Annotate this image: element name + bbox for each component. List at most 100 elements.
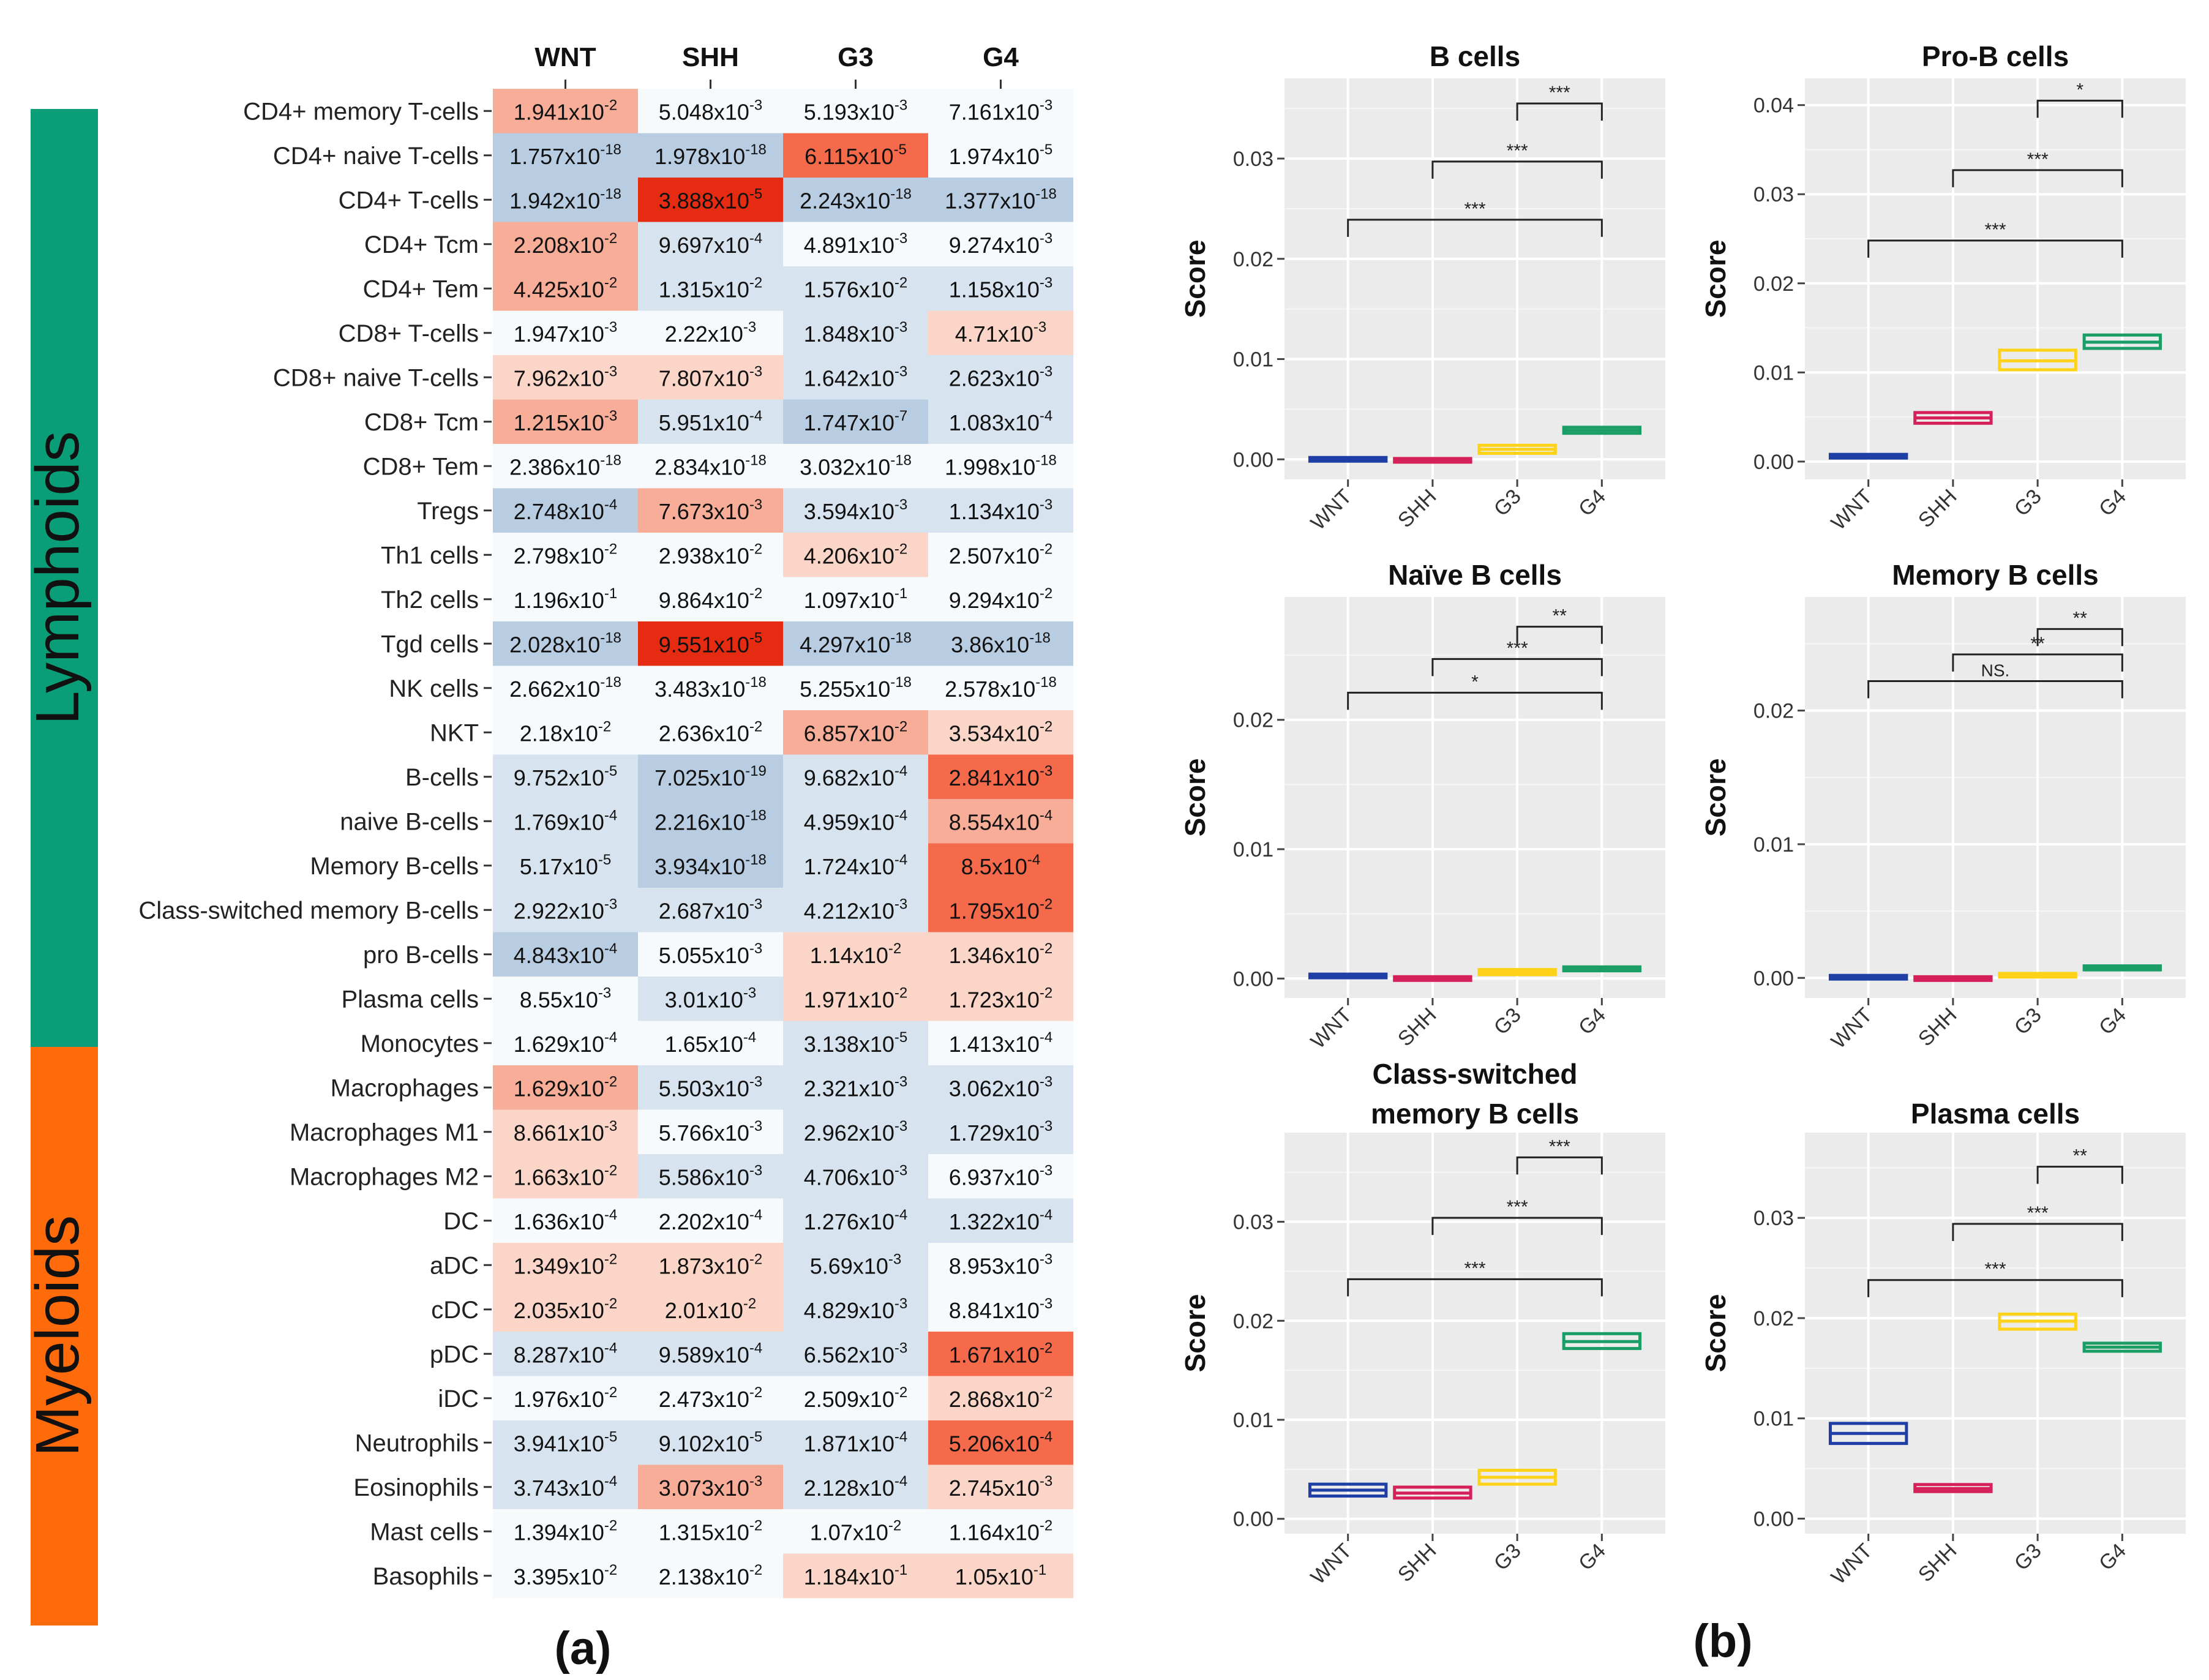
heatmap-cell: [928, 932, 1073, 977]
heatmap-cell-value: 4.959x10-4: [804, 807, 907, 834]
heatmap-cell: [638, 1198, 783, 1243]
row-label-macrophages-m1: Macrophages M1: [290, 1119, 479, 1146]
heatmap-cell: [783, 1553, 928, 1599]
y-tick-label: 0.01: [1233, 348, 1273, 372]
heatmap-cell-value: 8.5x10-4: [961, 852, 1040, 879]
heatmap-cell: [783, 1154, 928, 1199]
heatmap-cell: [493, 266, 638, 311]
x-tick-label-g3: G3: [2010, 1003, 2046, 1040]
heatmap-cell: [493, 488, 638, 533]
myeloids-group-bar: [31, 1047, 98, 1626]
significance-label: ***: [2027, 149, 2049, 170]
heatmap-cell: [638, 1553, 783, 1599]
panel-a-label: (a): [555, 1622, 612, 1674]
heatmap-cell: [928, 799, 1073, 844]
x-tick-label-shh: SHH: [1914, 1003, 1962, 1051]
x-tick-label-g3: G3: [1490, 1539, 1526, 1575]
heatmap-cell-value: 3.138x10-5: [804, 1029, 907, 1057]
heatmap-cell-value: 2.748x10-4: [514, 497, 617, 524]
heatmap-cell-value: 4.212x10-3: [804, 896, 907, 923]
boxplot-class-switched-memory-b-cells: Class-switched memory B cells 0.00 0.01 0.02…: [1179, 1058, 1665, 1589]
heatmap-cell: [928, 1198, 1073, 1243]
heatmap-cell: [638, 89, 783, 133]
heatmap-cell-value: 2.578x10-18: [945, 674, 1057, 702]
y-tick-label: 0.02: [1753, 700, 1794, 723]
heatmap-cell: [638, 355, 783, 400]
significance-bracket: [1347, 1278, 1603, 1297]
heatmap-cell: [928, 444, 1073, 489]
heatmap-cell-value: 5.206x10-4: [949, 1428, 1052, 1456]
y-tick-label: 0.04: [1753, 94, 1794, 118]
x-tick-label-g3: G3: [2010, 485, 2046, 521]
row-label-cd8-tem: CD8+ Tem: [363, 453, 479, 480]
significance-bracket: [2036, 628, 2123, 647]
x-tick-label-g3: G3: [1490, 1003, 1526, 1040]
heatmap-cell: [638, 1287, 783, 1332]
heatmap-cell-value: 1.07x10-2: [810, 1517, 901, 1545]
x-tick-label-wnt: WNT: [1307, 485, 1357, 535]
row-label-memory-b-cells: Memory B-cells: [310, 853, 479, 880]
heatmap-cell-value: 1.795x10-2: [949, 896, 1052, 923]
plot-title: Naïve B cells: [1388, 559, 1562, 591]
significance-label: ***: [1549, 83, 1570, 103]
heatmap-cell: [928, 178, 1073, 222]
y-tick-label: 0.03: [1753, 183, 1794, 206]
heatmap-cell-value: 5.951x10-4: [659, 408, 762, 435]
x-tick-label-shh: SHH: [1914, 1539, 1962, 1587]
heatmap-cell: [928, 577, 1073, 622]
heatmap-cell: [638, 621, 783, 666]
heatmap-cell-value: 3.86x10-18: [951, 629, 1051, 657]
y-tick-label: 0.03: [1753, 1207, 1794, 1230]
y-tick-label: 0.00: [1753, 1507, 1794, 1531]
heatmap-cell-value: 1.769x10-4: [514, 807, 617, 834]
heatmap-cell: [928, 977, 1073, 1021]
significance-label: NS.: [1981, 661, 2010, 680]
heatmap-cell-value: 3.395x10-2: [514, 1562, 617, 1589]
heatmap-cell: [928, 355, 1073, 400]
heatmap-cell: [493, 1287, 638, 1332]
heatmap-cell-value: 9.752x10-5: [514, 763, 617, 790]
heatmap-cell: [783, 1376, 928, 1421]
heatmap-cell: [493, 843, 638, 888]
heatmap-cell-value: 3.01x10-3: [665, 984, 756, 1012]
plot-background: [1805, 1133, 2186, 1534]
heatmap-cell: [638, 1509, 783, 1554]
heatmap-cell-value: 1.642x10-3: [804, 363, 907, 391]
significance-label: ***: [1507, 1197, 1528, 1217]
heatmap-cell: [783, 888, 928, 932]
heatmap-cell: [638, 666, 783, 711]
heatmap-cell: [493, 533, 638, 577]
heatmap-cell-value: 2.202x10-4: [659, 1207, 762, 1234]
heatmap-cell: [928, 1154, 1073, 1199]
significance-bracket: [1867, 1279, 2123, 1297]
heatmap-cell-value: 1.942x10-18: [509, 186, 621, 213]
heatmap-cell: [493, 1198, 638, 1243]
significance-bracket: [1867, 239, 2123, 258]
heatmap-cell: [928, 1065, 1073, 1110]
heatmap-cell-value: 2.035x10-2: [514, 1296, 617, 1323]
heatmap-cell-value: 7.161x10-3: [949, 97, 1052, 124]
heatmap-cell: [928, 89, 1073, 133]
heatmap-cell-value: 4.71x10-3: [955, 319, 1046, 347]
heatmap-cell: [928, 1332, 1073, 1376]
plot-title: Pro-B cells: [1922, 40, 2069, 72]
heatmap-cell: [493, 1420, 638, 1465]
heatmap-cell: [638, 843, 783, 888]
x-tick-label-wnt: WNT: [1827, 485, 1877, 535]
heatmap-cell-value: 2.386x10-18: [509, 452, 621, 479]
significance-bracket: [1431, 1217, 1603, 1236]
heatmap-cell-value: 9.551x10-5: [659, 629, 762, 657]
plot-title: memory B cells: [1371, 1098, 1579, 1130]
heatmap-cell: [928, 1464, 1073, 1510]
heatmap-cell-value: 8.661x10-3: [514, 1118, 617, 1146]
heatmap-cell: [493, 1021, 638, 1066]
heatmap-cell: [493, 754, 638, 800]
heatmap-cell-value: 5.503x10-3: [659, 1073, 762, 1101]
x-tick-label-g4: G4: [1574, 485, 1610, 521]
heatmap-cell-value: 2.938x10-2: [659, 541, 762, 568]
heatmap-cell-value: 8.953x10-3: [949, 1251, 1052, 1278]
heatmap-cell: [783, 488, 928, 533]
significance-label: ***: [1464, 1258, 1485, 1278]
heatmap-cell-value: 1.941x10-2: [514, 97, 617, 124]
